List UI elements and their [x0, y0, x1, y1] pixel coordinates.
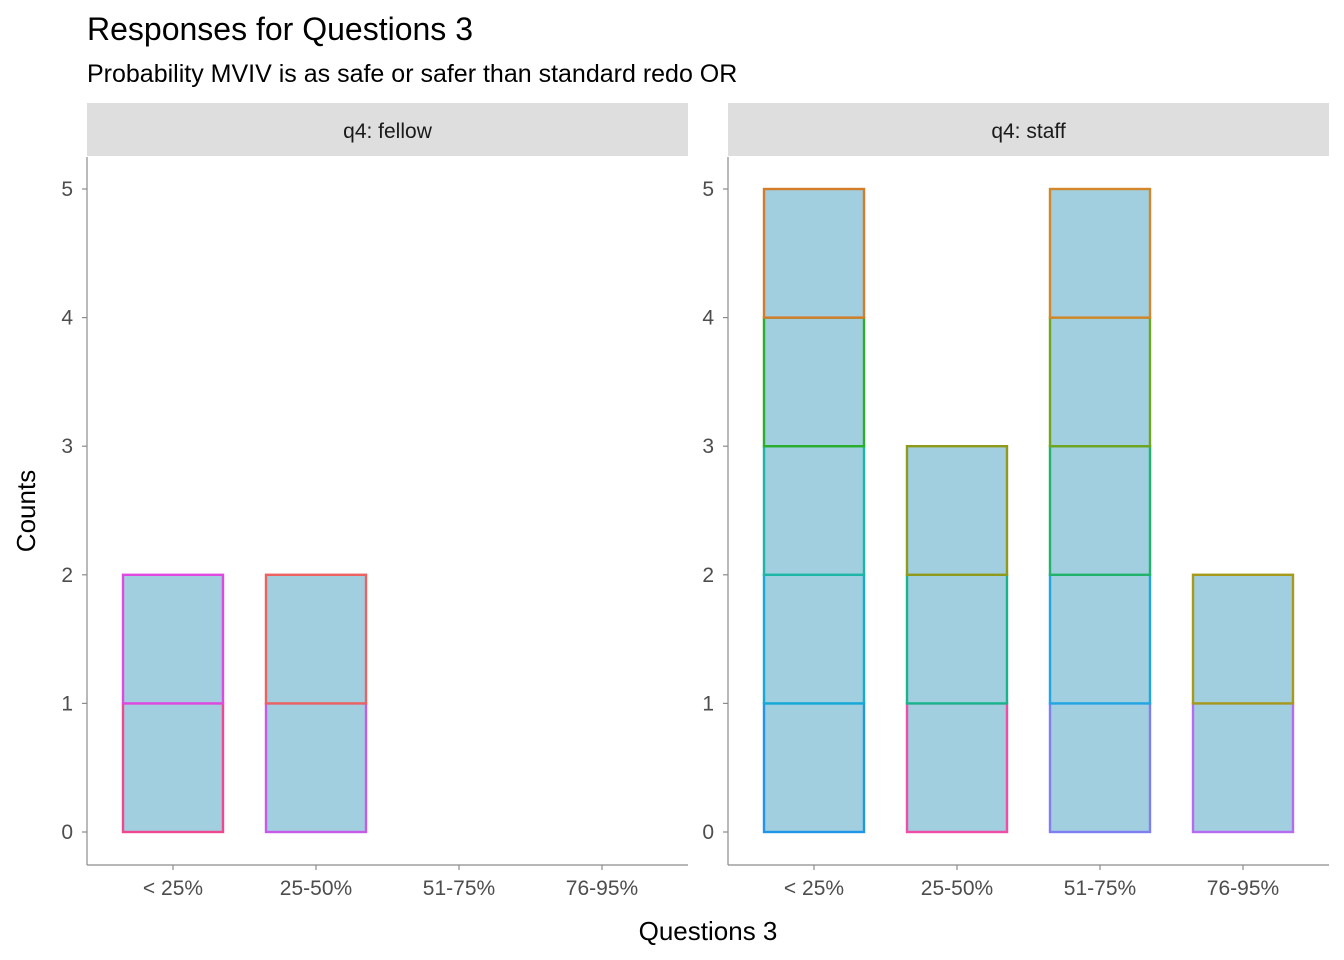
bar-segment — [264, 702, 368, 834]
bar-segment — [762, 573, 866, 705]
y-axis-title: Counts — [11, 470, 41, 552]
chart-subtitle: Probability MVIV is as safe or safer tha… — [87, 60, 737, 88]
y-tick-label: 0 — [61, 821, 73, 844]
y-tick-label: 1 — [61, 692, 73, 715]
bar-segment — [905, 702, 1009, 834]
x-tick-label: < 25% — [784, 877, 844, 900]
bar-segment — [762, 316, 866, 448]
bar-segment — [1048, 187, 1152, 319]
bar-segment — [264, 573, 368, 705]
x-tick-label: 51-75% — [1064, 877, 1136, 900]
chart-title: Responses for Questions 3 — [87, 11, 473, 47]
y-tick-label: 3 — [61, 435, 73, 458]
y-tick-label: 2 — [702, 564, 714, 587]
facet-strip-label: q4: staff — [991, 120, 1065, 143]
y-tick-label: 4 — [702, 307, 714, 330]
facet-panel: q4: staff 0 1 2 3 4 5 < 25% 25-50% 51-75% 76-95% — [702, 103, 1329, 900]
bar-segment — [762, 445, 866, 577]
bar-segment — [1048, 316, 1152, 448]
bar-segment — [1048, 573, 1152, 705]
bar-segment — [1048, 445, 1152, 577]
bar-segment — [1048, 702, 1152, 834]
y-tick-label: 0 — [702, 821, 714, 844]
x-tick-label: 51-75% — [423, 877, 495, 900]
facet-strip — [87, 103, 688, 156]
x-tick-label: 25-50% — [280, 877, 352, 900]
bar-segment — [121, 702, 225, 834]
bar-segment — [905, 445, 1009, 577]
bar-segment — [905, 573, 1009, 705]
y-tick-label: 1 — [702, 692, 714, 715]
bar-segment — [762, 702, 866, 834]
bar-segment — [1191, 702, 1295, 834]
y-tick-label: 5 — [61, 178, 73, 201]
bar-segment — [121, 573, 225, 705]
y-tick-label: 2 — [61, 564, 73, 587]
y-tick-label: 4 — [61, 307, 73, 330]
y-tick-label: 5 — [702, 178, 714, 201]
x-tick-label: < 25% — [143, 877, 203, 900]
facet-strip — [728, 103, 1329, 156]
y-tick-label: 3 — [702, 435, 714, 458]
x-tick-label: 76-95% — [1207, 877, 1279, 900]
facet-strip-label: q4: fellow — [343, 120, 433, 143]
bar-segment — [1191, 573, 1295, 705]
bar-segment — [762, 187, 866, 319]
facet-panel: q4: fellow 0 1 2 3 4 5 < 25% 25-50% 51-75% 76-95% — [61, 103, 688, 900]
x-tick-label: 76-95% — [566, 877, 638, 900]
x-tick-label: 25-50% — [921, 877, 993, 900]
x-axis-title: Questions 3 — [639, 916, 778, 946]
